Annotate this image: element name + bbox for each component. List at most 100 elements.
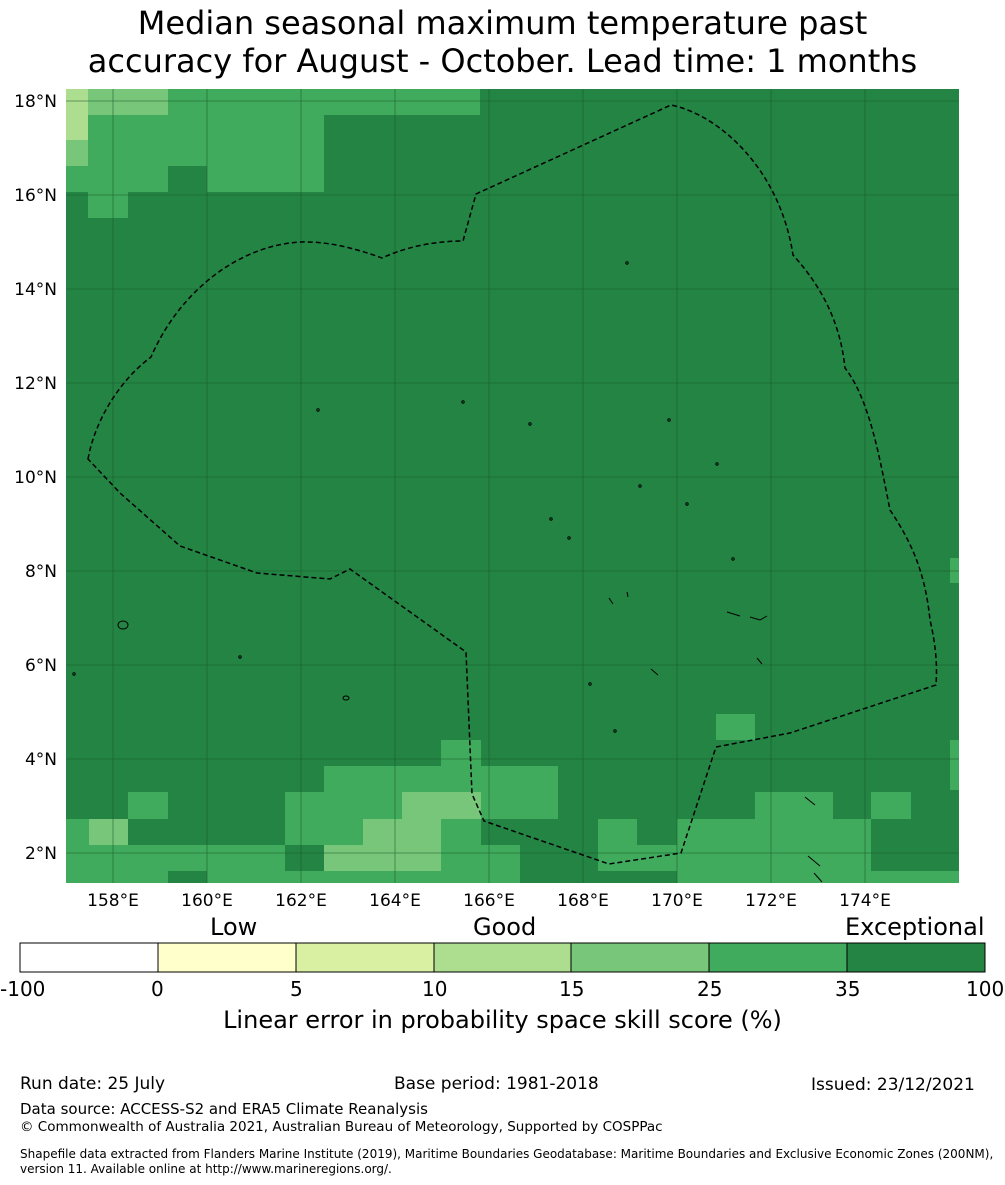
island — [117, 620, 129, 630]
skill-cell — [285, 819, 363, 845]
island — [613, 729, 617, 733]
colorbar-segment — [709, 943, 847, 972]
lon-label: 162°E — [275, 891, 327, 911]
colorbar-label: Linear error in probability space skill … — [223, 1006, 782, 1034]
colorbar-tick: 15 — [559, 977, 585, 1001]
skill-cell — [402, 792, 481, 819]
data-source: Data source: ACCESS-S2 and ERA5 Climate … — [20, 1100, 428, 1118]
skill-cell — [88, 115, 168, 166]
skill-cell — [598, 845, 871, 871]
skill-cell — [950, 740, 959, 790]
lat-label: 2°N — [25, 844, 57, 864]
island — [685, 502, 689, 506]
skill-cell — [88, 192, 128, 218]
skill-cell — [168, 115, 324, 166]
island — [715, 462, 719, 466]
skill-cell — [168, 89, 480, 115]
island — [316, 408, 320, 412]
skill-cell — [677, 819, 871, 845]
lon-label: 168°E — [557, 891, 609, 911]
colorbar-tick: 0 — [151, 977, 164, 1001]
island — [72, 672, 76, 676]
lat-label: 16°N — [14, 186, 57, 206]
skill-cell — [324, 845, 441, 871]
island — [528, 422, 532, 426]
graticule — [66, 89, 959, 883]
colorbar — [19, 942, 986, 973]
issued-date: Issued: 23/12/2021 — [811, 1075, 975, 1095]
island — [461, 400, 465, 404]
skill-cell — [88, 89, 168, 115]
lon-label: 166°E — [463, 891, 515, 911]
lon-label: 170°E — [651, 891, 703, 911]
run-date: Run date: 25 July — [20, 1074, 166, 1094]
skill-cell — [441, 819, 481, 845]
colorbar-heading-exceptional: Exceptional — [845, 913, 985, 941]
island — [650, 657, 763, 676]
shapefile-credit-line-2: version 11. Available online at http://w… — [20, 1162, 392, 1176]
colorbar-tick: 25 — [697, 977, 723, 1001]
island — [238, 655, 242, 659]
lat-label: 10°N — [14, 468, 57, 488]
skill-cells — [66, 89, 959, 883]
lat-label: 18°N — [14, 92, 57, 112]
skill-cell — [66, 871, 168, 883]
lat-label: 8°N — [25, 562, 57, 582]
skill-cell — [481, 792, 558, 819]
colorbar-tick: 10 — [422, 977, 448, 1001]
skill-cell — [89, 819, 128, 845]
skill-cell — [441, 740, 481, 766]
skill-cell — [128, 792, 168, 819]
skill-cell — [66, 845, 285, 871]
island — [667, 418, 671, 422]
colorbar-tick: -100 — [0, 977, 46, 1001]
island — [588, 682, 592, 686]
colorbar-heading-low: Low — [210, 913, 258, 941]
colorbar-dividers — [157, 943, 848, 972]
skill-cell — [950, 558, 959, 583]
island — [804, 796, 823, 883]
shapefile-credit-line-1: Shapefile data extracted from Flanders M… — [20, 1147, 994, 1161]
skill-cell — [598, 819, 637, 845]
skill-cell — [66, 819, 89, 845]
lat-label: 6°N — [25, 656, 57, 676]
skill-cell — [755, 792, 833, 819]
skill-cell — [207, 166, 324, 192]
island — [731, 557, 735, 561]
colorbar-tick: 5 — [290, 977, 303, 1001]
island — [342, 695, 350, 701]
island — [726, 611, 768, 621]
skill-cell — [207, 871, 441, 883]
island — [549, 517, 553, 521]
island — [625, 261, 629, 265]
lon-label: 158°E — [87, 891, 139, 911]
island — [608, 591, 629, 605]
base-period: Base period: 1981-2018 — [394, 1074, 599, 1094]
island — [567, 536, 571, 540]
colorbar-segment — [20, 943, 158, 972]
skill-cell — [324, 766, 558, 792]
lat-label: 4°N — [25, 750, 57, 770]
skill-cell — [66, 140, 88, 166]
map-background — [66, 89, 959, 883]
skill-cell — [363, 819, 441, 845]
lon-label: 172°E — [745, 891, 797, 911]
lat-label: 12°N — [14, 374, 57, 394]
title-line-1: Median seasonal maximum temperature past — [137, 4, 868, 42]
colorbar-segment — [847, 943, 985, 972]
skill-cell — [285, 792, 402, 819]
eez-boundary — [87, 104, 938, 865]
copyright: © Commonwealth of Australia 2021, Austra… — [20, 1119, 663, 1135]
colorbar-segment — [571, 943, 709, 972]
colorbar-segment — [158, 943, 296, 972]
colorbar-segment — [296, 943, 434, 972]
colorbar-heading-good: Good — [473, 913, 537, 941]
skill-cell — [66, 89, 88, 140]
lon-label: 164°E — [369, 891, 421, 911]
map-panel — [66, 89, 959, 883]
title-line-2: accuracy for August - October. Lead time… — [87, 42, 918, 80]
map-title: Median seasonal maximum temperature past… — [0, 4, 1005, 80]
island — [638, 484, 642, 488]
lat-label: 14°N — [14, 280, 57, 300]
